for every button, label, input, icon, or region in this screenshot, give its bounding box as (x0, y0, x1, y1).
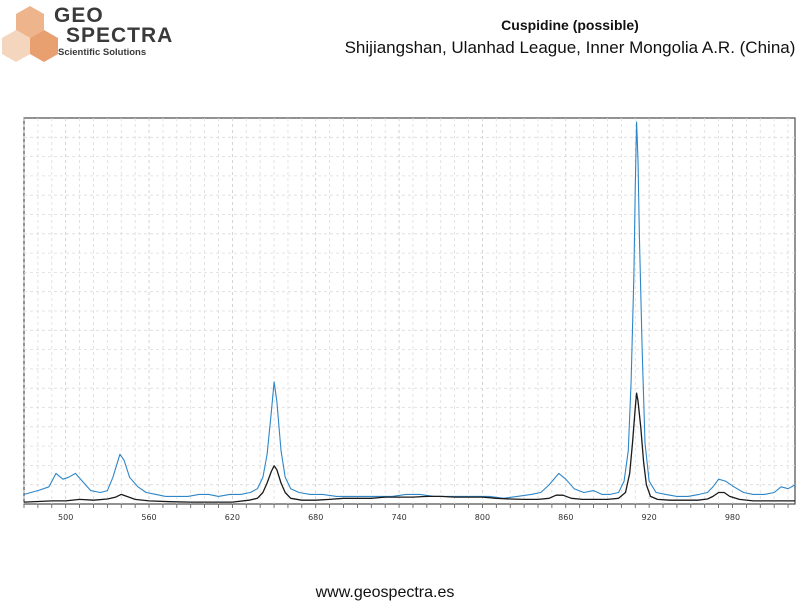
series-group (23, 121, 796, 503)
x-tick-label: 860 (558, 513, 573, 522)
x-tick-label: 680 (308, 513, 323, 522)
chart-subtitle: Shijiangshan, Ulanhad League, Inner Mong… (344, 38, 796, 57)
raman-spectrum-chart: 500 560 620 680 740 800 860 920 980 (23, 117, 796, 522)
x-tick-label: 740 (391, 513, 406, 522)
chart-title: Cuspidine (possible) (501, 17, 639, 33)
hexagon-logo-icon (2, 6, 58, 62)
logo-line2: Spectra (66, 24, 174, 47)
grid-lines (23, 118, 795, 504)
x-tick-label: 560 (141, 513, 156, 522)
logo-hex-right (30, 30, 58, 62)
x-tick-label: 620 (225, 513, 240, 522)
x-tick-label: 800 (475, 513, 490, 522)
logo-wordmark: Geo Spectra Scientific Solutions (54, 4, 174, 58)
geospectra-logo: Geo Spectra Scientific Solutions (0, 0, 174, 72)
series-line-blue (23, 121, 796, 499)
website-url[interactable]: www.geospectra.es (315, 584, 455, 601)
header: Cuspidine (possible) Shijiangshan, Ulanh… (340, 14, 800, 59)
series-line-black (23, 392, 795, 503)
logo-tagline: Scientific Solutions (58, 47, 147, 58)
logo-hex-left (2, 30, 30, 62)
x-tick-label: 920 (641, 513, 656, 522)
x-tick-label: 980 (725, 513, 740, 522)
logo-hex-top (16, 6, 44, 38)
x-tick-label: 500 (58, 513, 73, 522)
x-axis-ticks: 500 560 620 680 740 800 860 920 980 (23, 504, 789, 522)
logo-line1: Geo (54, 4, 104, 27)
